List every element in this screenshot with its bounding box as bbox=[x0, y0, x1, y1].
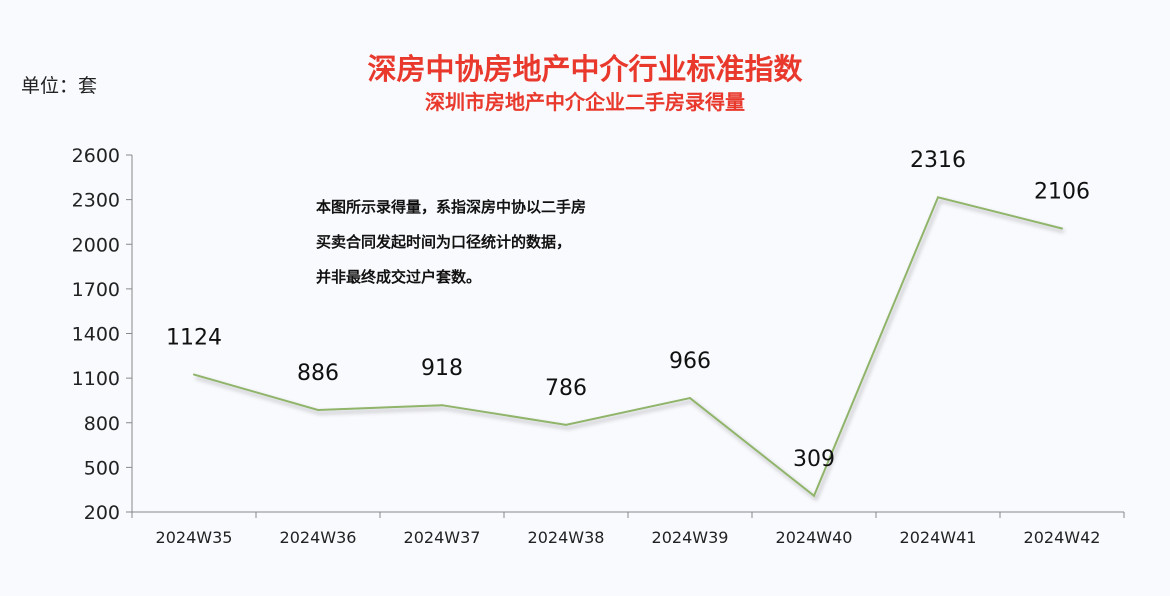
note-line: 本图所示录得量，系指深房中协以二手房 bbox=[316, 198, 587, 216]
y-tick-label: 200 bbox=[84, 502, 120, 524]
x-tick-label: 2024W38 bbox=[528, 528, 605, 547]
note-line: 买卖合同发起时间为口径统计的数据， bbox=[316, 233, 572, 251]
data-label: 966 bbox=[669, 349, 711, 374]
data-point bbox=[813, 494, 815, 497]
chart-subtitle: 深圳市房地产中介企业二手房录得量 bbox=[425, 90, 745, 114]
data-point bbox=[441, 404, 443, 407]
data-label: 2106 bbox=[1034, 179, 1090, 204]
x-tick-label: 2024W36 bbox=[280, 528, 357, 547]
y-tick-label: 800 bbox=[84, 413, 120, 435]
y-tick-label: 2000 bbox=[72, 234, 120, 256]
x-tick-label: 2024W42 bbox=[1024, 528, 1101, 547]
data-point bbox=[193, 373, 195, 376]
chart-note: 本图所示录得量，系指深房中协以二手房 买卖合同发起时间为口径统计的数据， 并非最… bbox=[316, 190, 586, 295]
x-tick-label: 2024W39 bbox=[652, 528, 729, 547]
series-line bbox=[193, 196, 1063, 498]
chart-title: 深房中协房地产中介行业标准指数 bbox=[367, 52, 803, 86]
data-point bbox=[937, 196, 939, 199]
y-tick-label: 1700 bbox=[72, 279, 120, 301]
y-tick-label: 1400 bbox=[72, 324, 120, 346]
x-tick-label: 2024W40 bbox=[776, 528, 853, 547]
data-label: 1124 bbox=[166, 326, 222, 351]
y-tick-label: 1100 bbox=[72, 368, 120, 390]
data-label: 918 bbox=[421, 356, 463, 381]
note-line: 并非最终成交过户套数。 bbox=[316, 268, 482, 286]
y-tick-label: 2600 bbox=[72, 145, 120, 167]
data-point bbox=[1061, 227, 1063, 230]
x-tick-label: 2024W41 bbox=[900, 528, 977, 547]
y-tick-label: 2300 bbox=[72, 190, 120, 212]
x-tick-label: 2024W37 bbox=[404, 528, 481, 547]
data-point bbox=[689, 397, 691, 400]
data-label: 886 bbox=[297, 361, 339, 386]
y-tick-label: 500 bbox=[84, 457, 120, 479]
x-tick-label: 2024W35 bbox=[156, 528, 233, 547]
data-point bbox=[317, 408, 319, 411]
unit-label: 单位：套 bbox=[21, 75, 98, 97]
data-label: 309 bbox=[793, 447, 835, 472]
data-label: 786 bbox=[545, 376, 587, 401]
data-point bbox=[565, 423, 567, 426]
data-label: 2316 bbox=[910, 148, 966, 173]
